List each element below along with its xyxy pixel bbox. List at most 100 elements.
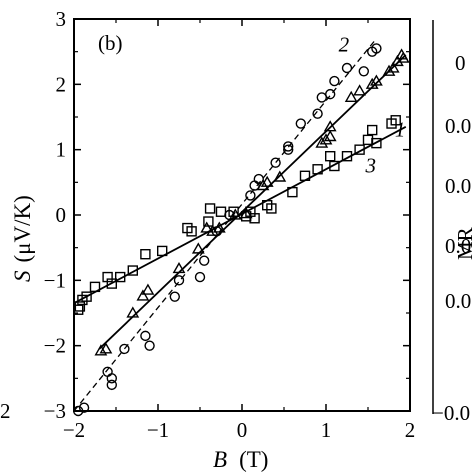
data-point-circle	[295, 118, 306, 129]
data-point-circle	[106, 373, 118, 384]
data-point-circle	[312, 108, 323, 119]
right-panel-tick-label: −0.0	[432, 401, 470, 425]
right-panel-tick-label: 0.0	[445, 114, 471, 138]
left-panel-tick-label: 2	[0, 399, 11, 423]
data-point-triangle	[256, 178, 270, 191]
data-point-square	[203, 216, 214, 227]
data-point-circle	[358, 66, 369, 77]
data-point-square	[156, 245, 168, 257]
data-point-triangle	[365, 77, 379, 89]
data-point-triangle	[390, 54, 404, 67]
data-point-triangle	[172, 261, 186, 274]
x-axis-symbol: B	[213, 447, 227, 472]
series-labels: 1 2 3	[339, 33, 406, 178]
y-axis-title: S (μV/K)	[10, 195, 35, 282]
data-point-circle	[173, 275, 185, 286]
data-point-circle	[194, 271, 206, 283]
fit-line-series-1	[98, 54, 407, 350]
right-panel-axis-label: MR	[453, 227, 474, 260]
fit-line-series-3	[73, 126, 407, 304]
data-point-circle	[325, 88, 336, 100]
data-point-circle	[144, 340, 155, 351]
y-tick-label: 3	[56, 7, 67, 31]
fit-lines	[73, 38, 407, 412]
data-point-square	[362, 134, 374, 146]
right-panel-tick-label: 0	[455, 51, 466, 75]
data-point-square	[186, 226, 197, 237]
x-tick-label: 2	[405, 418, 416, 442]
right-panel-tick-label: 0.0	[445, 289, 471, 313]
data-point-circle	[329, 75, 340, 87]
data-point-square	[287, 186, 298, 198]
data-point-triangle	[319, 133, 333, 145]
data-point-circle	[198, 255, 210, 266]
data-point-square	[114, 271, 126, 283]
data-point-triangle	[369, 74, 383, 86]
data-point-square	[106, 278, 118, 289]
data-point-triangle	[136, 289, 150, 301]
data-point-circle	[316, 92, 327, 103]
y-axis-symbol: S	[10, 270, 35, 282]
series-label: 2	[339, 33, 350, 57]
data-point-triangle	[344, 90, 358, 103]
x-tick-label: 0	[237, 418, 248, 442]
data-point-circle	[106, 379, 118, 391]
y-tick-label: 2	[56, 72, 67, 96]
data-point-square	[299, 170, 311, 182]
series-label: 1	[395, 118, 406, 142]
data-point-circle	[283, 141, 294, 152]
data-point-triangle	[260, 175, 274, 187]
data-point-square	[74, 301, 86, 312]
data-point-triangle	[353, 84, 367, 96]
data-point-square	[81, 291, 92, 302]
y-tick-label: 0	[56, 203, 67, 227]
y-tick-label: −1	[44, 268, 66, 292]
data-point-square	[390, 115, 401, 126]
series-label: 3	[364, 154, 376, 178]
data-point-square	[140, 248, 151, 260]
y-axis-unit: (μV/K)	[10, 195, 35, 262]
panel-label: (b)	[98, 31, 123, 55]
y-tick-label: 1	[56, 138, 67, 162]
data-point-triangle	[382, 64, 396, 76]
x-tick-label: 1	[321, 418, 332, 442]
data-point-triangle	[386, 61, 400, 73]
data-point-square	[204, 203, 216, 214]
y-tick-label: −2	[44, 334, 66, 358]
right-panel-tick-label: 0.0	[445, 234, 471, 258]
data-point-square	[249, 213, 260, 224]
data-point-circle	[78, 402, 90, 413]
right-panel-tick-label: 0.0	[445, 174, 471, 198]
x-axis-title: B (T)	[213, 447, 268, 472]
data-point-circle	[371, 43, 382, 54]
data-point-square	[89, 281, 101, 293]
x-tick-label: −1	[147, 418, 169, 442]
data-point-triangle	[200, 221, 214, 233]
data-point-triangle	[239, 207, 253, 219]
data-markers	[72, 43, 410, 417]
data-point-circle	[169, 291, 181, 302]
data-point-triangle	[141, 283, 155, 295]
data-point-square	[341, 150, 353, 162]
x-tick-label: −2	[63, 418, 85, 442]
data-point-circle	[119, 343, 130, 355]
data-point-circle	[253, 173, 264, 185]
data-point-square	[127, 265, 139, 276]
data-point-circle	[140, 330, 151, 342]
data-point-circle	[211, 226, 223, 237]
data-point-triangle	[191, 242, 205, 254]
data-point-triangle	[94, 344, 108, 356]
data-point-circle	[245, 190, 256, 201]
data-point-square	[325, 150, 336, 162]
data-point-triangle	[126, 306, 140, 318]
data-point-circle	[270, 157, 281, 168]
y-tick-label: −3	[44, 399, 66, 423]
data-point-circle	[341, 62, 353, 74]
data-point-triangle	[396, 51, 410, 63]
data-point-square	[312, 164, 323, 175]
data-point-triangle	[315, 136, 329, 148]
data-point-square	[367, 124, 378, 136]
data-point-square	[266, 203, 277, 214]
